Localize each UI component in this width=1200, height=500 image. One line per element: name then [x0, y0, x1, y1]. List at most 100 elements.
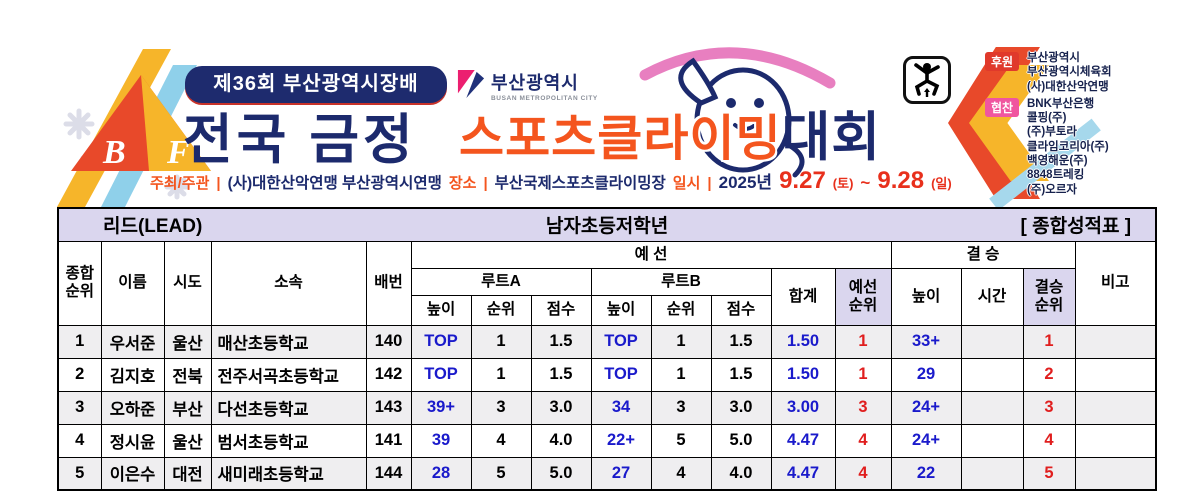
date-start: 9.27: [779, 167, 826, 194]
separator: |: [216, 175, 221, 192]
cell-route-b-height: TOP: [590, 357, 652, 392]
cell-qual-rank: 1: [834, 357, 892, 392]
col-header-height-b: 높이: [590, 294, 652, 326]
cell-route-a-score: 5.0: [530, 456, 592, 491]
table-row: 2 김지호 전북 전주서곡초등학교 142 TOP 1 1.5 TOP 1 1.…: [57, 357, 1157, 392]
date-start-day: (토): [832, 176, 854, 191]
cell-route-a-rank: 1: [470, 324, 532, 359]
date-end-day: (일): [931, 176, 952, 191]
col-header-note: 비고: [1074, 240, 1157, 326]
event-title-sport: 스포츠클라이밍: [459, 112, 782, 166]
event-info-line: 주최/주관 | (사)대한산악연맹 부산광역시연맹 장소 | 부산국제스포츠클라…: [150, 167, 952, 195]
cell-final-time: [960, 390, 1024, 425]
cell-route-b-score: 1.5: [710, 357, 772, 392]
col-header-qual-rank: 예선 순위: [834, 267, 892, 326]
col-header-rank-b: 순위: [650, 294, 712, 326]
cell-note: [1074, 423, 1157, 458]
cell-final-time: [960, 456, 1024, 491]
event-edition-badge: 제36회 부산광역시장배: [185, 66, 447, 103]
event-title-region: 전국 금정: [183, 110, 417, 170]
cell-name: 우서준: [100, 324, 165, 359]
cell-route-a-score: 1.5: [530, 357, 592, 392]
header-row-routes: 루트A 루트B 합계 예선 순위 높이 시간 결승 순위: [58, 267, 1156, 326]
cell-note: [1074, 390, 1157, 425]
cell-name: 정시윤: [100, 423, 165, 458]
cell-team: 새미래초등학교: [210, 456, 367, 491]
sponsor-label: 후원: [985, 52, 1020, 71]
cell-total: 3.00: [770, 390, 836, 425]
label-line: 종합: [65, 265, 95, 283]
results-table: 리드(LEAD) 남자초등저학년 [ 종합성적표 ] 종합 순위 이름 시도 소…: [57, 207, 1158, 491]
cell-final-height: 29: [890, 357, 962, 392]
cell-final-height: 33+: [890, 324, 962, 359]
host-value: (사)대한산악연맹 부산광역시연맹: [227, 175, 442, 192]
col-header-team: 소속: [210, 240, 367, 326]
col-header-score-b: 점수: [710, 294, 772, 326]
label-line: 예선: [848, 278, 878, 296]
partner-list: BNK부산은행 콜핑(주) (주)부토라 클라임코리아(주) 백영해운(주) 8…: [1027, 97, 1165, 197]
table-row: 5 이은수 대전 새미래초등학교 144 28 5 5.0 27 4 4.0 4…: [57, 456, 1157, 491]
cell-sido: 울산: [163, 324, 212, 359]
cell-route-b-rank: 3: [650, 390, 712, 425]
cell-route-b-rank: 4: [650, 456, 712, 491]
partner-label: 협찬: [985, 97, 1020, 117]
venue-value: 부산국제스포츠클라이밍장: [494, 175, 666, 192]
cell-route-b-score: 3.0: [710, 390, 772, 425]
cell-route-a-score: 1.5: [530, 324, 592, 359]
cell-team: 다선초등학교: [210, 390, 367, 425]
sponsor-item: 부산광역시체육회: [1027, 66, 1112, 79]
cell-qual-rank: 3: [834, 390, 892, 425]
cell-bib: 144: [365, 456, 412, 491]
climber-icon: [903, 56, 951, 104]
partner-item: (주)오르자: [1027, 183, 1077, 196]
header-row-groups: 종합 순위 이름 시도 소속 배번 예 선 결 승 비고: [57, 240, 1157, 326]
cell-final-time: [960, 423, 1024, 458]
cell-route-b-score: 1.5: [710, 324, 772, 359]
cell-total: 4.47: [770, 456, 836, 491]
cell-route-a-rank: 5: [470, 456, 532, 491]
cell-route-a-rank: 4: [470, 423, 532, 458]
mascot-graphic: [639, 47, 836, 178]
partner-item: 클라임코리아(주): [1027, 140, 1109, 153]
col-header-final: 결 승: [890, 240, 1076, 269]
sponsor-item: (사)대한산악연맹: [1027, 80, 1109, 93]
cell-team: 전주서곡초등학교: [210, 357, 367, 392]
label-line: 순위: [1034, 296, 1064, 314]
date-end: 9.28: [877, 167, 925, 194]
busan-logo-subtitle: BUSAN METROPOLITAN CITY: [491, 95, 598, 102]
cell-overall-rank: 5: [57, 456, 102, 491]
cell-team: 매산초등학교: [210, 324, 367, 359]
cell-final-height: 22: [890, 456, 962, 491]
col-header-qualification: 예 선: [410, 240, 892, 269]
partner-item: 8848트레킹: [1027, 169, 1085, 182]
logo-letter-b: B: [102, 134, 126, 171]
cell-route-b-rank: 1: [650, 324, 712, 359]
table-row: 3 오하준 부산 다선초등학교 143 39+ 3 3.0 34 3 3.0 3…: [57, 390, 1157, 425]
col-header-sido: 시도: [163, 240, 212, 326]
partner-item: 콜핑(주): [1027, 112, 1067, 125]
cell-total: 1.50: [770, 324, 836, 359]
table-title-row: 리드(LEAD) 남자초등저학년 [ 종합성적표 ]: [57, 207, 1157, 242]
sponsor-group: 후원 부산광역시 부산광역시체육회 (사)대한산악연맹: [985, 51, 1165, 94]
col-header-route-b: 루트B: [590, 267, 772, 296]
col-header-score-a: 점수: [530, 294, 592, 326]
col-header-name: 이름: [100, 240, 165, 326]
cell-note: [1074, 324, 1157, 359]
col-header-overall-rank: 종합 순위: [57, 240, 102, 326]
partner-item: 백영해운(주): [1027, 155, 1088, 168]
cell-sido: 대전: [163, 456, 212, 491]
date-label: 일시: [672, 175, 701, 192]
cell-team: 범서초등학교: [210, 423, 367, 458]
division-title: 남자초등저학년: [545, 216, 669, 238]
cell-route-b-height: 22+: [590, 423, 652, 458]
cell-qual-rank: 1: [834, 324, 892, 359]
cell-route-a-score: 4.0: [530, 423, 592, 458]
sponsor-item: 부산광역시: [1027, 52, 1080, 64]
federation-logo: B F: [57, 49, 211, 207]
cell-route-b-height: 34: [590, 390, 652, 425]
partner-item: BNK부산은행: [1027, 97, 1095, 110]
venue-label: 장소: [448, 175, 477, 192]
cell-bib: 141: [365, 423, 412, 458]
col-header-total: 합계: [770, 267, 836, 326]
